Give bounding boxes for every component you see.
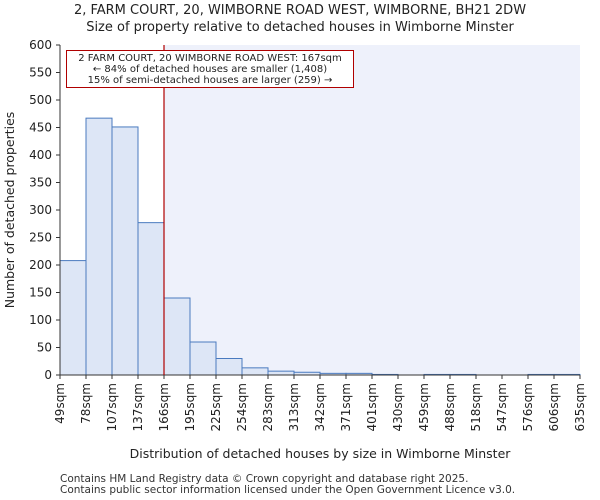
bar-283sqm [267,370,295,376]
bar-107sqm [111,126,139,376]
x-tick-label-401sqm: 401sqm [365,383,379,431]
x-tick-label-283sqm: 283sqm [261,383,275,431]
x-tick-label-49sqm: 49sqm [53,383,67,424]
bar-49sqm [59,260,87,376]
x-tick-label-254sqm: 254sqm [235,383,249,431]
y-tick-label-150: 150 [29,286,52,300]
marker-annotation: 2 FARM COURT, 20 WIMBORNE ROAD WEST: 167… [66,50,354,88]
y-tick-label-100: 100 [29,313,52,327]
y-tick-label-50: 50 [37,341,52,355]
y-tick-label-350: 350 [29,176,52,190]
bar-137sqm [137,222,165,376]
y-tick-label-550: 550 [29,66,52,80]
y-tick-label-500: 500 [29,93,52,107]
x-tick-label-547sqm: 547sqm [495,383,509,431]
x-tick-label-518sqm: 518sqm [469,383,483,431]
x-tick-label-313sqm: 313sqm [287,383,301,431]
bar-78sqm [85,117,113,376]
annotation-line-2: ← 84% of detached houses are smaller (1,… [92,64,328,75]
annotation-line-3: 15% of semi-detached houses are larger (… [87,75,333,86]
bar-225sqm [215,358,243,376]
x-tick-label-107sqm: 107sqm [105,383,119,431]
y-tick-label-200: 200 [29,258,52,272]
x-tick-label-166sqm: 166sqm [157,383,171,431]
footer-line-2: Contains public sector information licen… [60,484,516,496]
x-axis-label: Distribution of detached houses by size … [130,446,512,461]
y-tick-label-0: 0 [44,368,52,382]
x-tick-label-195sqm: 195sqm [183,383,197,431]
x-tick-label-459sqm: 459sqm [417,383,431,431]
x-tick-label-488sqm: 488sqm [443,383,457,431]
x-tick-label-635sqm: 635sqm [573,383,587,431]
chart-title: 2, FARM COURT, 20, WIMBORNE ROAD WEST, W… [73,3,527,18]
bar-166sqm [163,297,191,376]
bar-195sqm [189,341,217,376]
y-tick-label-600: 600 [29,38,52,52]
x-tick-label-371sqm: 371sqm [339,383,353,431]
annotation-line-1: 2 FARM COURT, 20 WIMBORNE ROAD WEST: 167… [78,53,342,64]
footer-line-1: Contains HM Land Registry data © Crown c… [60,473,469,485]
y-axis-label: Number of detached properties [2,112,17,309]
x-tick-label-430sqm: 430sqm [391,383,405,431]
y-tick-label-450: 450 [29,121,52,135]
chart-subtitle: Size of property relative to detached ho… [86,20,514,35]
highlight-region [164,45,580,375]
y-tick-label-300: 300 [29,203,52,217]
x-tick-label-576sqm: 576sqm [521,383,535,431]
y-tick-label-400: 400 [29,148,52,162]
x-tick-label-225sqm: 225sqm [209,383,223,431]
x-tick-label-137sqm: 137sqm [131,383,145,431]
y-tick-label-250: 250 [29,231,52,245]
bar-254sqm [241,367,269,376]
x-tick-label-342sqm: 342sqm [313,383,327,431]
x-tick-label-78sqm: 78sqm [79,383,93,424]
x-tick-label-606sqm: 606sqm [547,383,561,431]
